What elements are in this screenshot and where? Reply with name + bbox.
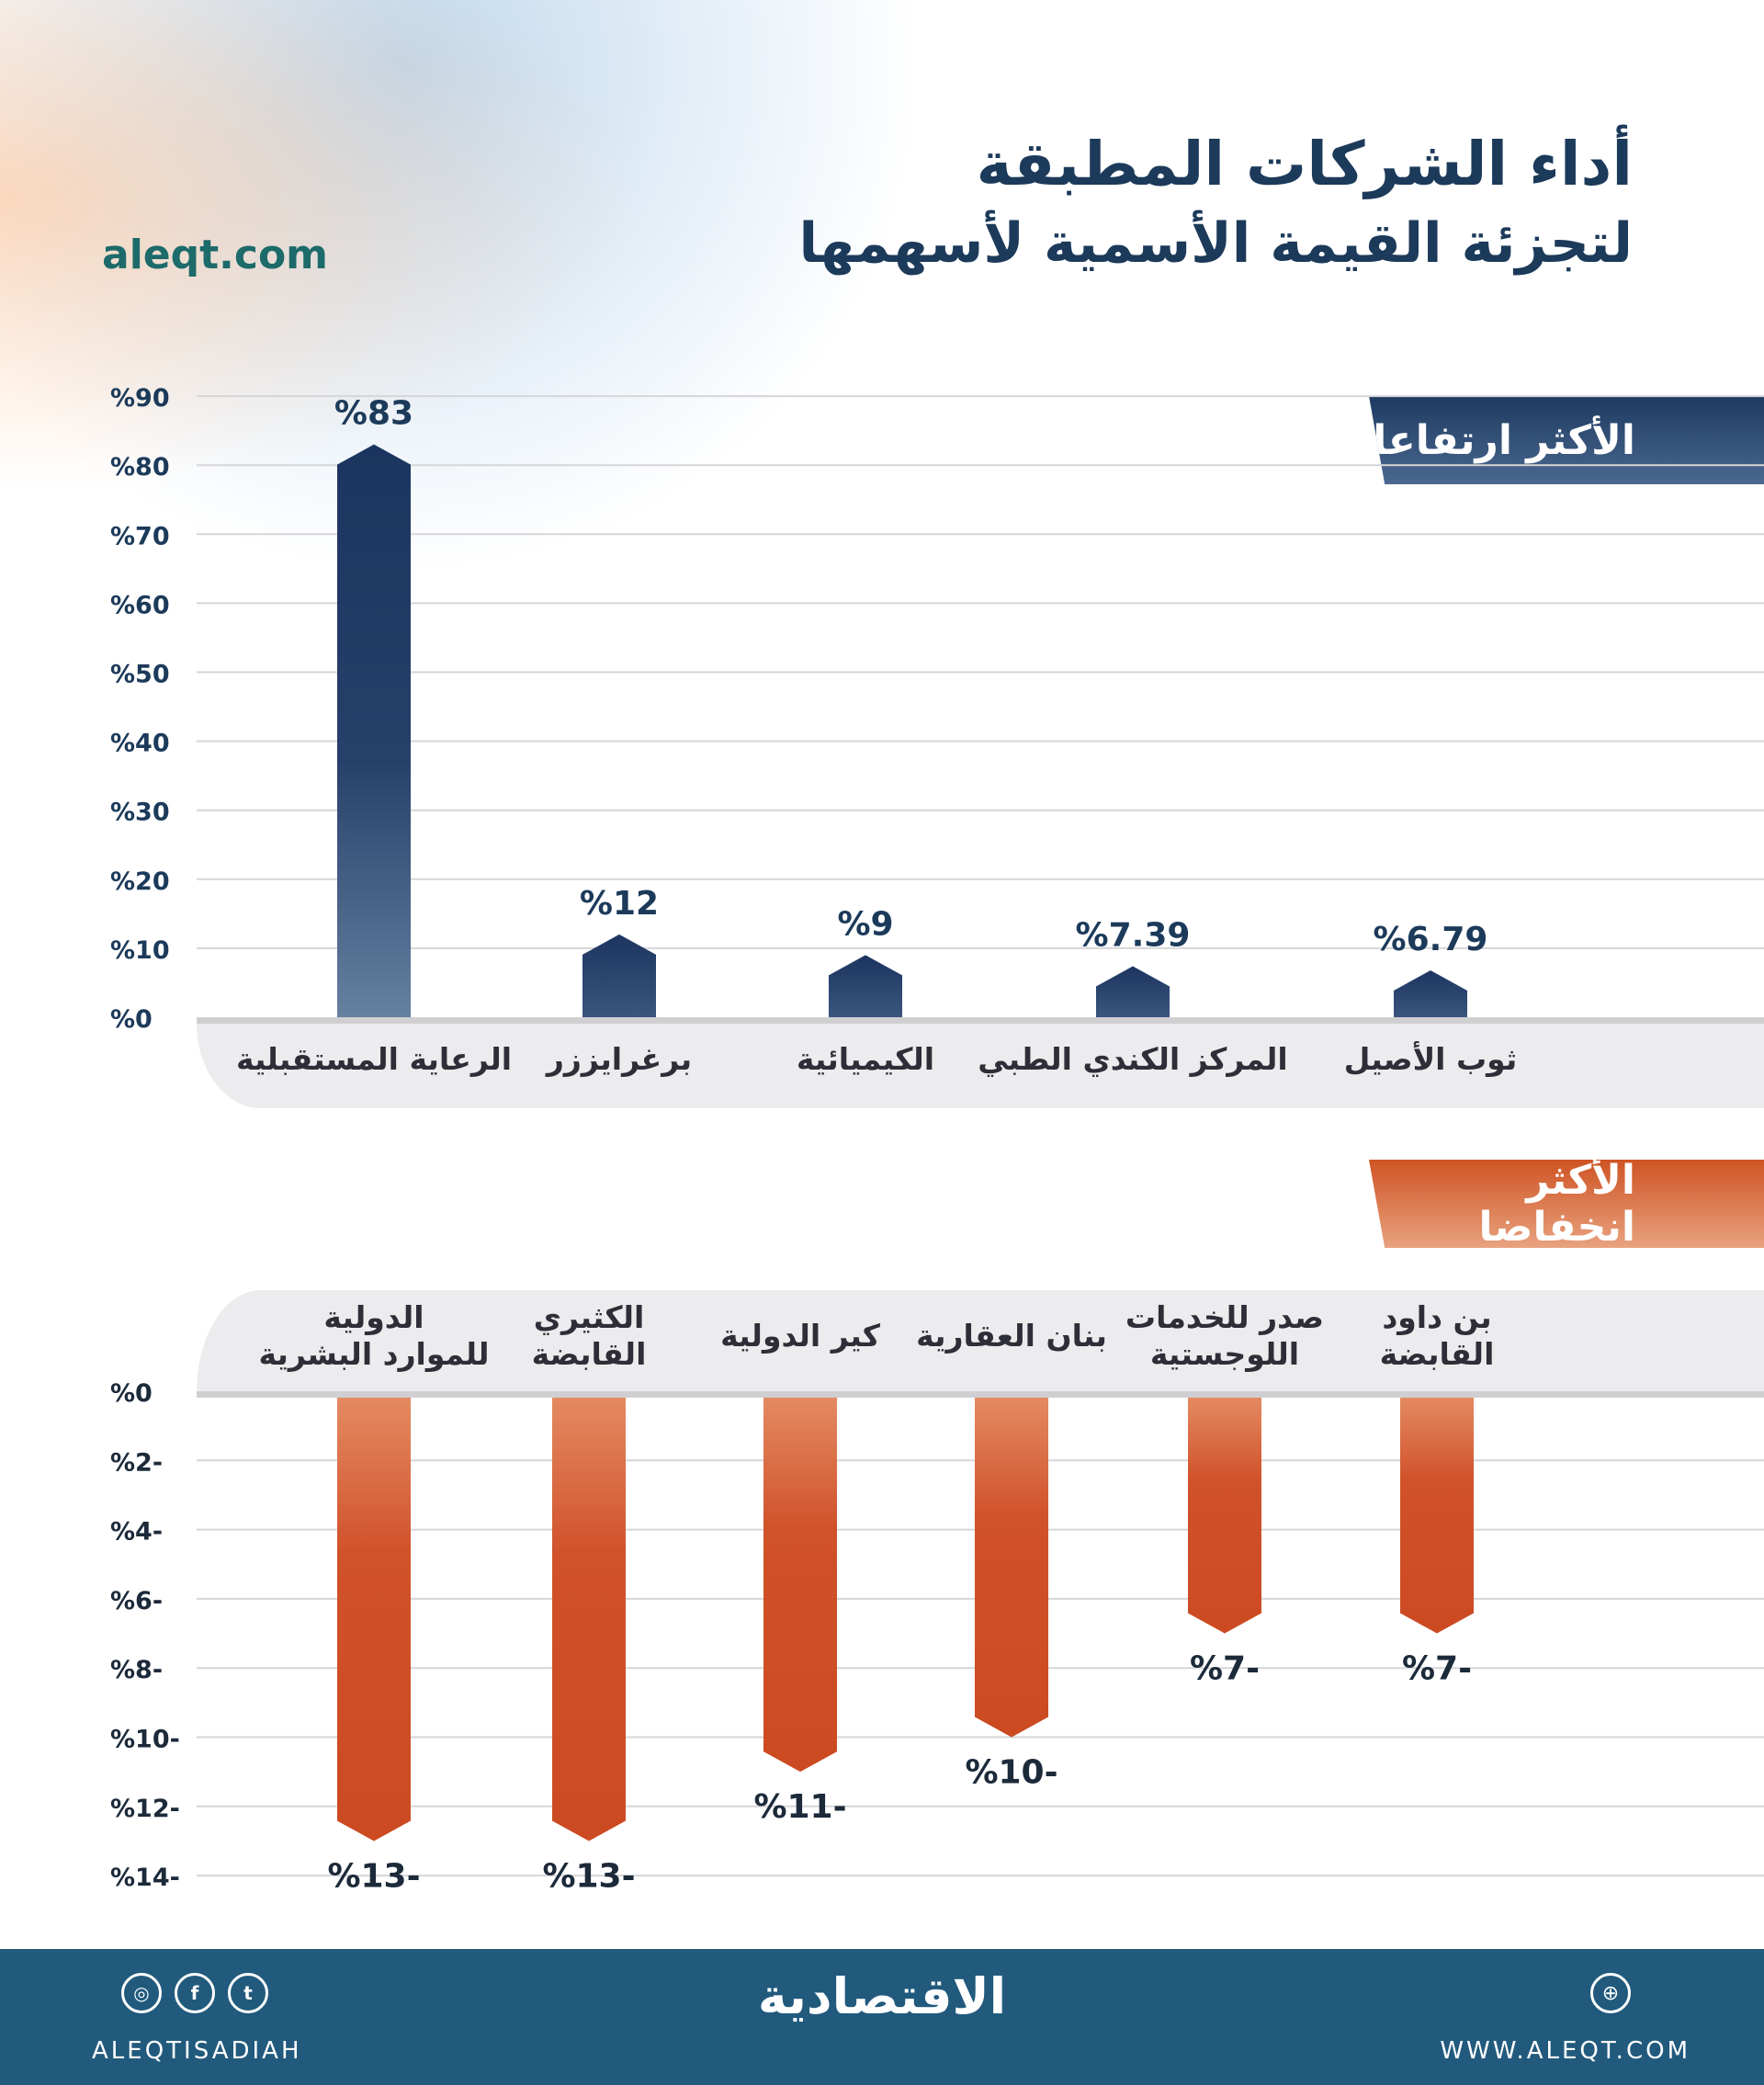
y-tick-label: %60 <box>110 591 170 619</box>
y-tick-label: %50 <box>110 661 170 689</box>
category-label: كير الدولية <box>720 1318 880 1354</box>
social-handle: ALEQTISADIAH <box>92 2037 302 2065</box>
bar-value-label: %7- <box>1402 1650 1472 1688</box>
bottom-category-band <box>197 1290 1764 1398</box>
title-line-2: لتجزئة القيمة الأسمية لأسهمها <box>798 211 1633 276</box>
bar <box>1096 966 1170 1017</box>
instagram-icon[interactable]: ◎ <box>121 1973 162 2013</box>
bar-value-label: %7- <box>1190 1650 1260 1688</box>
brand-logo: الاقتصادية <box>757 1967 1007 2025</box>
globe-icon: ⊕ <box>1590 1973 1631 2013</box>
category-label: الكيميائية <box>796 1041 935 1077</box>
bar-value-label: %83 <box>334 395 413 433</box>
bar-value-label: %6.79 <box>1374 921 1488 958</box>
social-links: ◎ f t <box>121 1973 268 2013</box>
bar <box>1400 1398 1474 1634</box>
y-tick-label: %0 <box>110 1379 153 1408</box>
category-label: المركز الكندي الطبي <box>978 1041 1288 1077</box>
bar-value-label: %13- <box>542 1857 635 1895</box>
bar <box>829 955 902 1017</box>
y-tick-label: %80 <box>110 453 170 482</box>
bar <box>582 934 656 1017</box>
y-tick-label: %30 <box>110 799 170 827</box>
y-tick-label: %70 <box>110 522 170 550</box>
title-line-1: أداء الشركات المطبقة <box>976 129 1633 199</box>
bar-value-label: %12 <box>580 885 659 923</box>
y-tick-label: %2- <box>110 1448 163 1477</box>
bar <box>337 444 411 1017</box>
website-link[interactable]: WWW.ALEQT.COM <box>1440 2037 1690 2065</box>
category-label: الرعاية المستقبلية <box>235 1041 513 1077</box>
bar-value-label: %7.39 <box>1076 917 1191 955</box>
bar <box>337 1398 411 1841</box>
y-tick-label: %6- <box>110 1587 163 1615</box>
category-label: الكثيري القابضة <box>531 1299 647 1372</box>
y-tick-label: %8- <box>110 1656 163 1684</box>
y-tick-label: %10- <box>110 1726 180 1754</box>
y-tick-label: %90 <box>110 384 170 413</box>
top-section-banner: الأكثر ارتفاعا <box>1369 396 1764 484</box>
category-label: ثوب الأصيل <box>1343 1041 1518 1077</box>
y-tick-label: %12- <box>110 1795 180 1823</box>
category-label: صدر للخدمات اللوجستية <box>1125 1299 1325 1372</box>
bar-value-label: %9 <box>837 905 893 943</box>
bar-value-label: %10- <box>965 1754 1057 1792</box>
bar <box>975 1398 1048 1738</box>
bar <box>1394 970 1467 1017</box>
facebook-icon[interactable]: f <box>175 1973 215 2013</box>
y-tick-label: %0 <box>110 1005 153 1034</box>
bar-value-label: %11- <box>753 1788 846 1826</box>
background-decoration <box>0 0 1011 662</box>
bar <box>1188 1398 1261 1634</box>
twitter-icon[interactable]: t <box>228 1973 268 2013</box>
category-label: الدولية للموارد البشرية <box>258 1299 490 1372</box>
bottom-section-banner: الأكثر انخفاضا <box>1369 1160 1764 1248</box>
category-label: بن داود القابضة <box>1379 1299 1495 1372</box>
page-title: أداء الشركات المطبقة لتجزئة القيمة الأسم… <box>798 124 1633 282</box>
category-label: برغرايززر <box>546 1041 693 1077</box>
site-url: aleqt.com <box>102 232 329 278</box>
bar <box>763 1398 837 1773</box>
y-tick-label: %40 <box>110 730 170 758</box>
footer: ◎ f t ALEQTISADIAH الاقتصادية ⊕ WWW.ALEQ… <box>0 1949 1764 2085</box>
y-tick-label: %20 <box>110 867 170 896</box>
y-tick-label: %10 <box>110 936 170 965</box>
bar-value-label: %13- <box>327 1857 420 1895</box>
y-tick-label: %14- <box>110 1864 180 1892</box>
y-tick-label: %4- <box>110 1518 163 1547</box>
category-label: بنان العقارية <box>916 1318 1107 1354</box>
top-category-band <box>197 1017 1764 1108</box>
bar <box>552 1398 626 1841</box>
